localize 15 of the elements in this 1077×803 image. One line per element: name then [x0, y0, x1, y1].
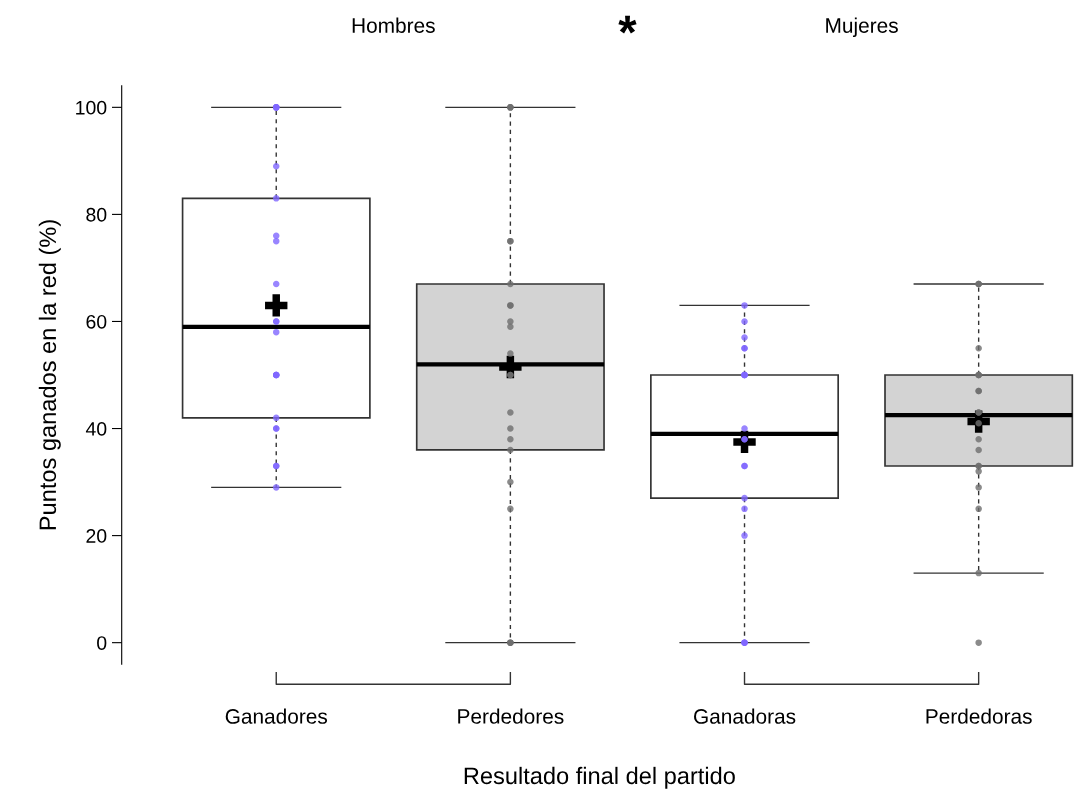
text: *	[618, 15, 637, 34]
text: Hombres	[352, 17, 435, 33]
y-axis-title: Puntos ganados en la red (%)	[38, 220, 61, 530]
text: Mujeres	[826, 17, 898, 38]
x-tick-label: Perdedoras	[926, 708, 1032, 724]
x-tick-label: Ganadoras	[694, 708, 796, 724]
x-tick-label: Ganadores	[225, 708, 328, 724]
y-tick-label: 20	[86, 529, 107, 543]
y-tick-label: 40	[85, 422, 107, 436]
y-tick-label: 100	[76, 100, 107, 115]
y-tick-label: 80	[86, 207, 107, 222]
y-tick-label: 0	[97, 636, 107, 650]
x-tick-label: Perdedores	[458, 708, 564, 724]
y-tick-label: 60	[86, 314, 107, 329]
x-axis-title: Resultado final del partido	[464, 766, 735, 789]
